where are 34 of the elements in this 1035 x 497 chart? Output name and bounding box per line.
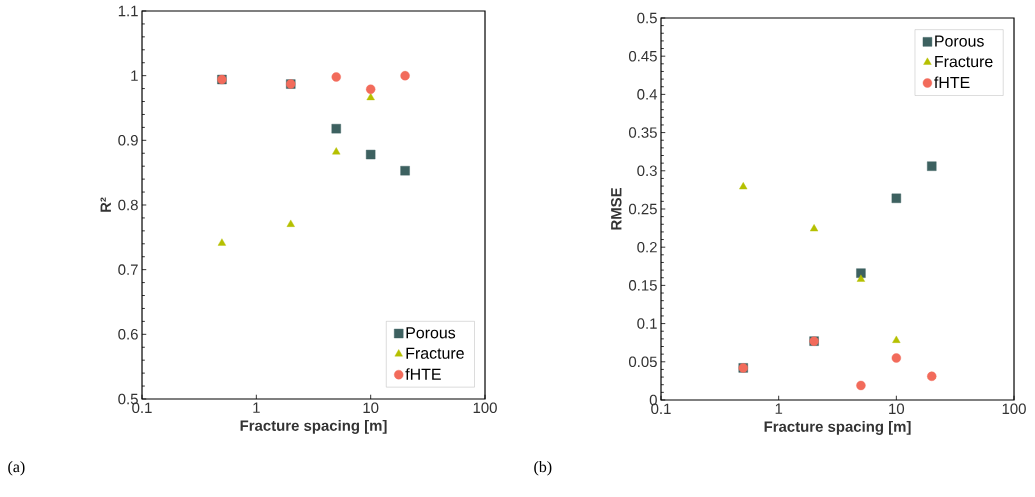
- x-tick-label: 1: [775, 403, 783, 414]
- x-tick-label: 1: [253, 402, 260, 413]
- y-tick-label: 0.7: [118, 264, 138, 275]
- y-tick-label: 0.3: [637, 165, 657, 177]
- y-axis-title: R²: [100, 197, 111, 212]
- y-tick-label: 0.45: [628, 50, 657, 62]
- text: (b): [534, 461, 552, 476]
- x-tick-label: 100: [473, 402, 497, 414]
- legend-label: fHTE: [405, 368, 441, 380]
- x-tick-label: 10: [889, 403, 905, 415]
- x-tick-label: 100: [1002, 403, 1026, 415]
- x-axis-title: Fracture spacing [m]: [240, 419, 387, 434]
- x-axis-title: Fracture spacing [m]: [764, 420, 911, 435]
- y-tick-label: 0.6: [118, 329, 138, 340]
- x-tick-label: 10: [363, 402, 379, 414]
- y-tick-label: 1: [131, 70, 138, 81]
- y-tick-label: 0.4: [637, 89, 658, 100]
- legend-label: Fracture: [935, 56, 993, 68]
- y-tick-label: 0.1: [637, 318, 657, 329]
- y-tick-label: 0.5: [637, 12, 657, 24]
- y-tick-label: 1.1: [118, 5, 138, 17]
- y-tick-label: 0.9: [118, 135, 138, 146]
- y-axis-title: RMSE: [610, 187, 622, 230]
- text: (a): [8, 461, 25, 476]
- legend-label: fHTE: [934, 76, 970, 89]
- legend-label: Porous: [406, 327, 456, 339]
- y-tick-label: 0.2: [637, 241, 657, 253]
- y-tick-label: 0.15: [628, 280, 657, 291]
- y-tick-label: 0.35: [628, 127, 657, 138]
- legend-label: Fracture: [406, 347, 464, 359]
- y-tick-label: 0.05: [628, 356, 657, 368]
- legend-label: Porous: [935, 35, 984, 47]
- y-tick-label: 0.8: [118, 199, 138, 211]
- y-tick-label: 0.25: [628, 203, 657, 215]
